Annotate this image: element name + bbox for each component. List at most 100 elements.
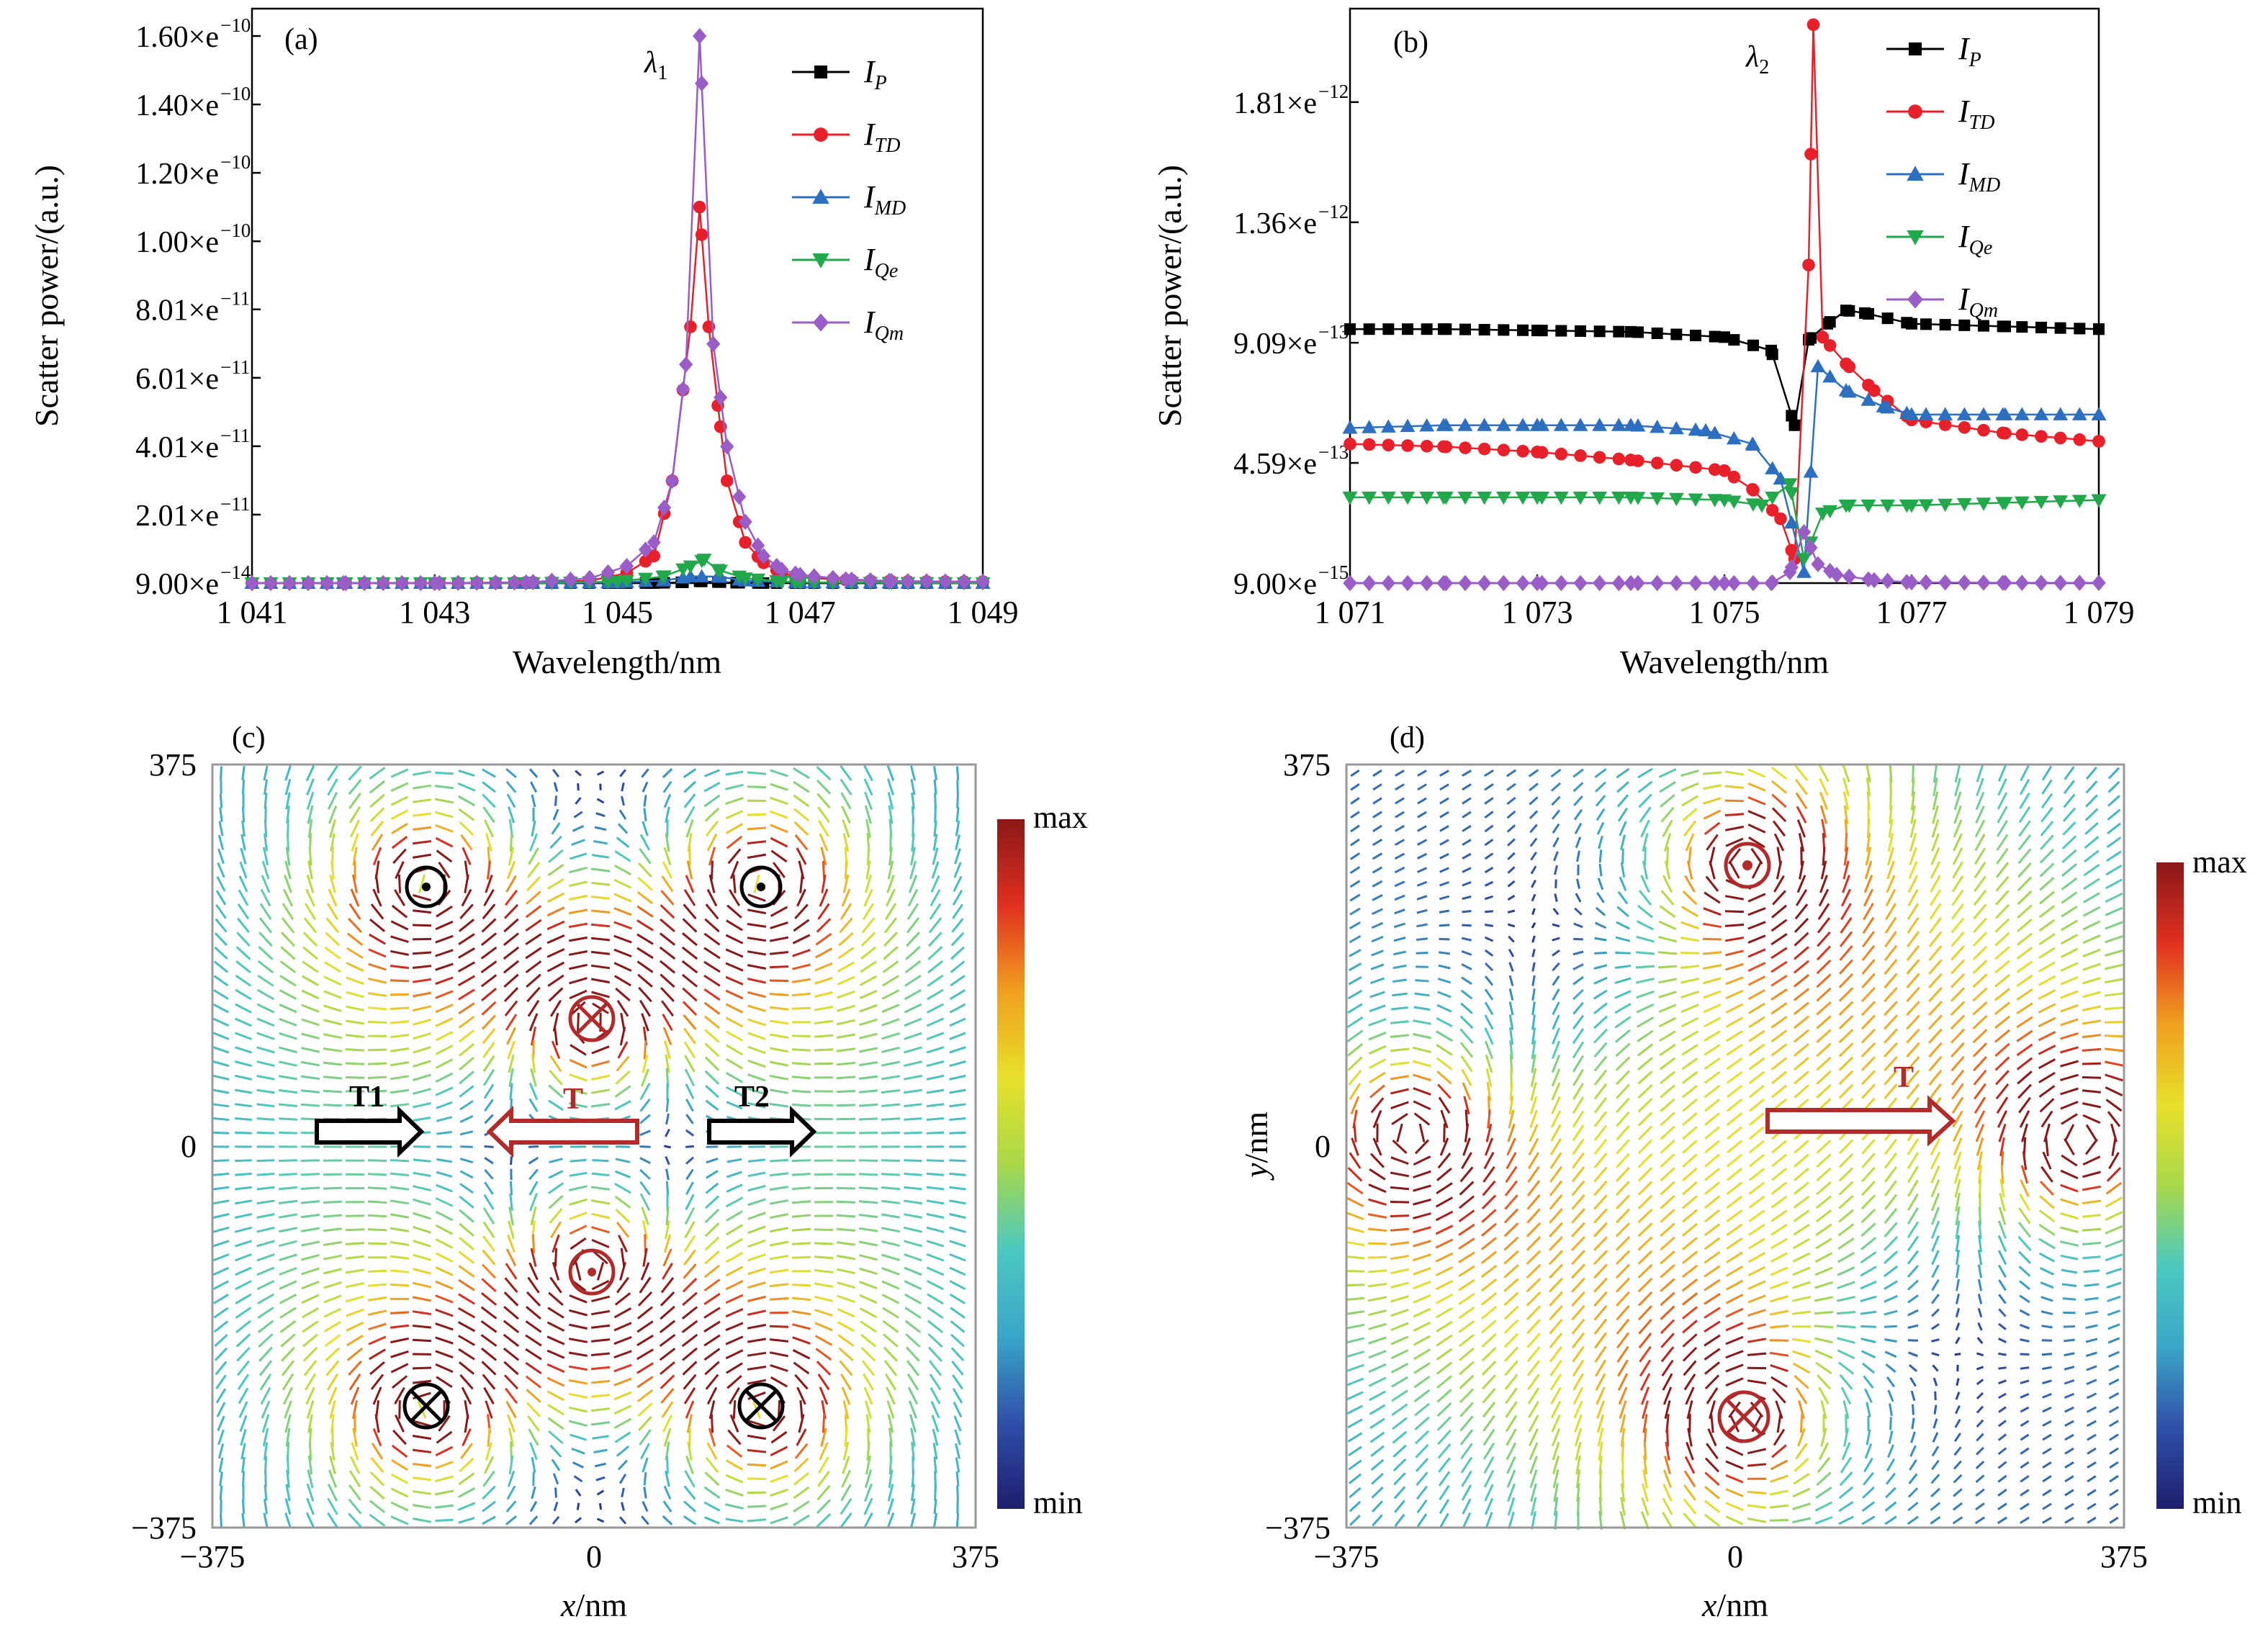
field-arrow: [662, 780, 672, 793]
field-arrow: [1462, 811, 1472, 818]
field-arrow: [2087, 1502, 2097, 1510]
field-arrow: [1704, 1513, 1721, 1527]
field-arrow: [1526, 1194, 1541, 1210]
field-arrow: [1436, 1004, 1452, 1013]
field-arrow: [1595, 795, 1606, 807]
field-arrow: [435, 1308, 454, 1317]
field-arrow: [552, 1262, 560, 1281]
field-arrow: [906, 903, 919, 921]
field-arrow: [531, 794, 536, 808]
field-arrow: [240, 1443, 246, 1460]
field-arrow: [2064, 1461, 2074, 1469]
field-arrow: [706, 1386, 718, 1405]
field-arrow: [904, 1032, 922, 1040]
data-point: [1516, 444, 1529, 458]
field-arrow: [390, 1186, 410, 1191]
field-arrow: [955, 1471, 960, 1487]
field-arrow: [1931, 819, 1940, 838]
field-arrow: [482, 1069, 495, 1086]
field-arrow: [952, 1374, 963, 1390]
field-arrow: [686, 1414, 693, 1433]
field-arrow: [704, 1056, 720, 1071]
field-arrow: [525, 905, 542, 919]
field-arrow: [1931, 1250, 1940, 1266]
field-arrow: [1548, 1277, 1564, 1293]
field-arrow: [1549, 1304, 1563, 1321]
field-arrow: [1571, 1250, 1585, 1266]
field-arrow: [286, 1469, 290, 1488]
field-arrow: [1598, 1497, 1603, 1516]
field-arrow: [1349, 1487, 1362, 1499]
field-arrow: [390, 1350, 409, 1358]
field-arrow: [237, 903, 250, 920]
field-arrow: [1998, 1207, 2007, 1225]
field-arrow: [348, 779, 362, 795]
field-arrow: [1484, 852, 1494, 860]
field-arrow: [747, 1073, 766, 1082]
field-arrow: [1793, 1195, 1810, 1209]
field-arrow: [1907, 1279, 1920, 1291]
field-arrow: [1392, 992, 1408, 997]
field-arrow: [769, 1268, 789, 1274]
field-arrow: [345, 1019, 365, 1025]
field-arrow: [459, 1070, 474, 1085]
field-arrow: [842, 833, 850, 852]
field-arrow: [816, 1499, 832, 1515]
field-arrow: [212, 1046, 230, 1054]
field-arrow: [926, 1172, 945, 1176]
field-arrow: [2108, 1406, 2120, 1414]
plot-frame-c: [211, 763, 977, 1529]
field-arrow: [1435, 1238, 1454, 1249]
field-arrow: [859, 989, 878, 1000]
field-arrow: [1571, 1318, 1585, 1335]
field-arrow: [2064, 1475, 2074, 1483]
field-arrow: [547, 863, 564, 877]
data-point: [1803, 464, 1819, 478]
field-arrow: [814, 1034, 834, 1038]
field-arrow: [2085, 1138, 2098, 1155]
field-arrow: [306, 1400, 315, 1419]
x-tick-label: 375: [952, 1539, 999, 1574]
x-axis-label-a: Wavelength/nm: [513, 644, 721, 680]
field-arrow: [726, 1158, 742, 1163]
field-arrow: [412, 924, 432, 927]
data-point: [863, 572, 878, 589]
field-arrow: [865, 818, 871, 838]
field-arrow: [2107, 780, 2120, 793]
field-arrow: [881, 1213, 901, 1219]
field-arrow: [663, 1428, 672, 1447]
field-arrow: [1681, 906, 1698, 918]
field-arrow: [1642, 833, 1649, 852]
field-arrow: [1621, 848, 1624, 865]
field-arrow: [615, 1158, 631, 1163]
legend-item-p: IP: [792, 54, 887, 94]
field-arrow: [568, 1323, 588, 1330]
data-point: [488, 574, 503, 591]
field-arrow: [883, 1346, 898, 1362]
field-arrow: [1816, 1070, 1832, 1085]
field-arrow: [2038, 1071, 2056, 1083]
field-arrow: [1747, 796, 1766, 806]
field-arrow: [816, 793, 831, 809]
field-arrow: [1552, 823, 1560, 834]
field-arrow: [1662, 1469, 1673, 1488]
field-arrow: [615, 1209, 631, 1224]
field-arrow: [2042, 1379, 2052, 1385]
field-arrow: [2082, 906, 2101, 917]
field-arrow: [1593, 1304, 1608, 1321]
field-arrow: [798, 1414, 805, 1433]
data-point: [1810, 358, 1826, 373]
field-arrow: [1372, 852, 1383, 860]
field-arrow: [1416, 895, 1428, 901]
field-arrow: [1439, 839, 1449, 846]
field-arrow: [814, 991, 833, 998]
field-arrow: [2064, 1433, 2074, 1441]
field-arrow: [1725, 1488, 1744, 1497]
field-arrow: [1484, 936, 1494, 942]
field-arrow: [863, 778, 873, 796]
field-arrow: [1884, 1028, 1898, 1044]
field-arrow: [368, 1335, 387, 1345]
field-arrow: [729, 1386, 740, 1404]
field-arrow: [485, 875, 493, 893]
